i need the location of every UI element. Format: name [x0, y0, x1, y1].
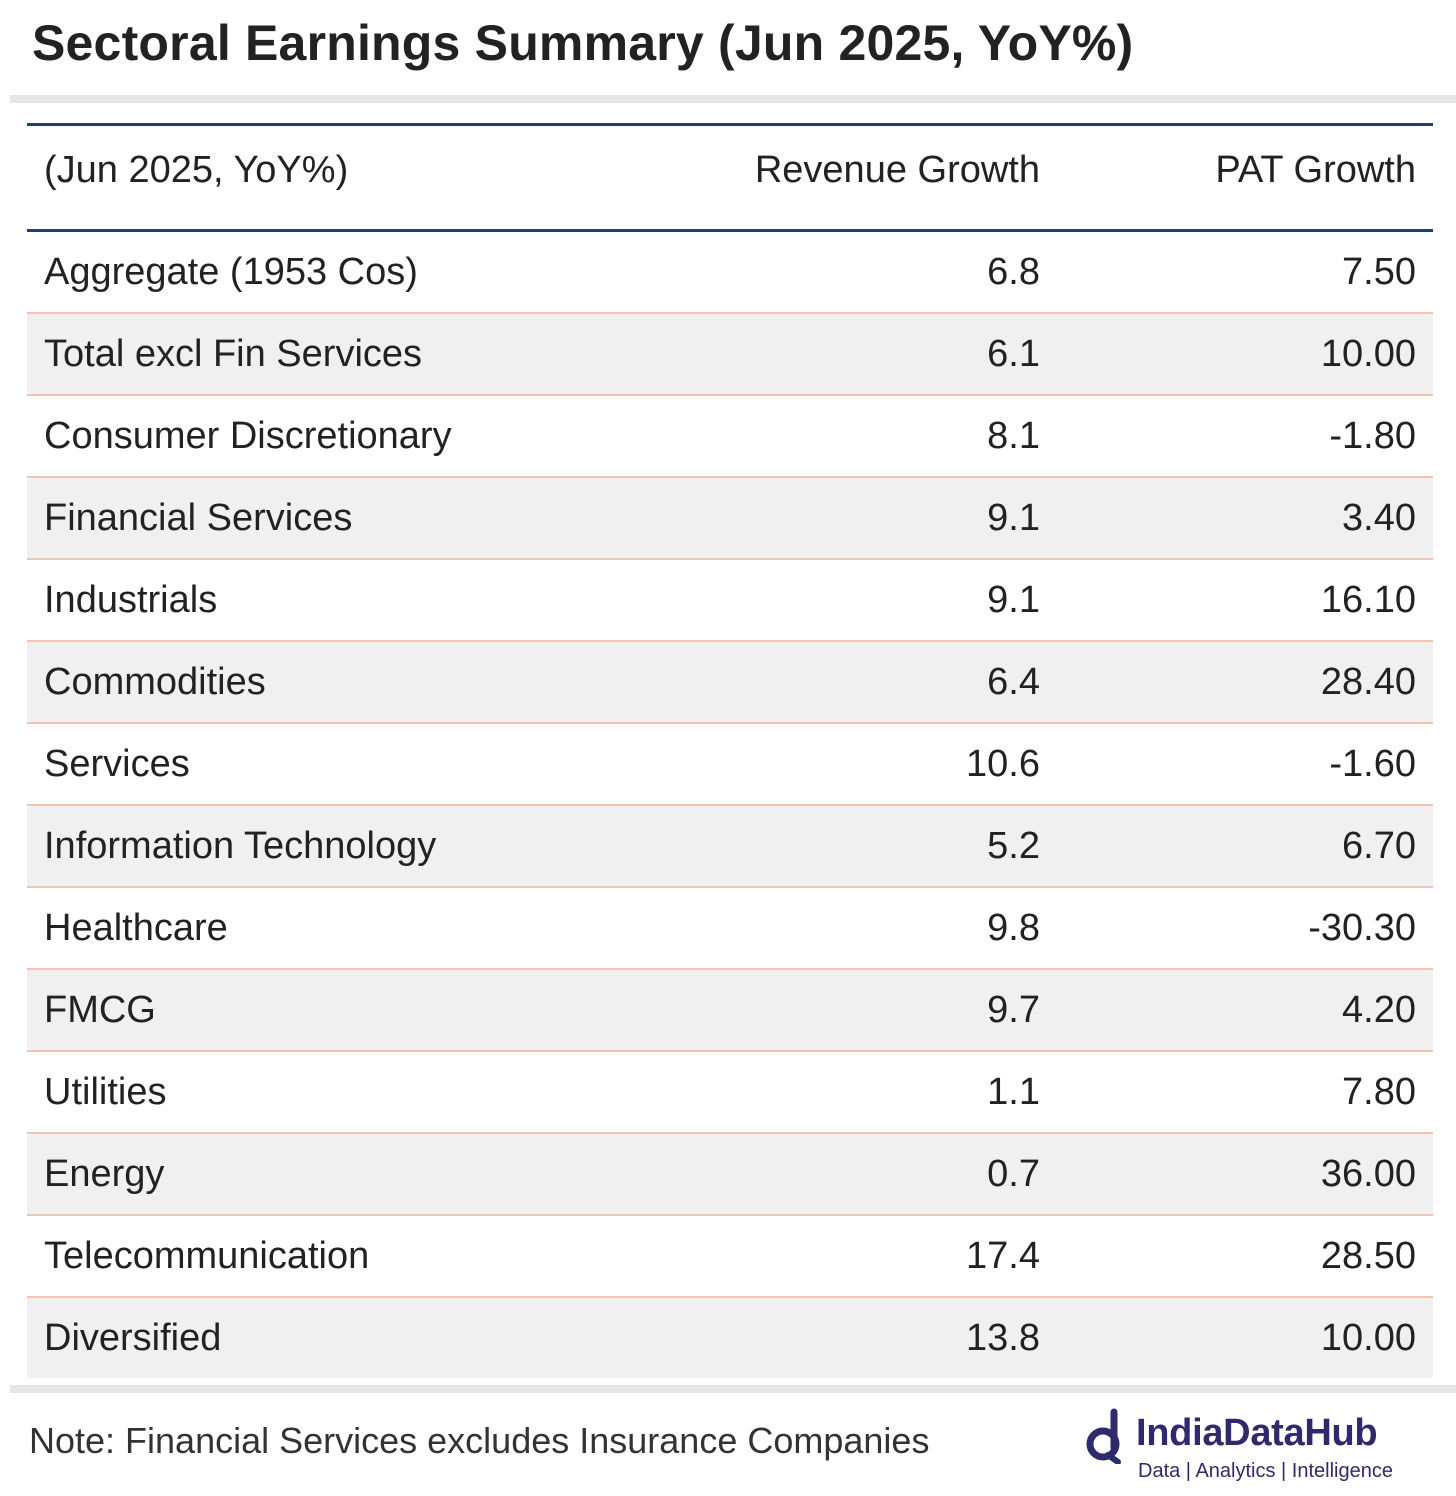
footnote: Note: Financial Services excludes Insura… [29, 1420, 930, 1461]
row-sector-name: Aggregate (1953 Cos) [44, 251, 418, 293]
row-revenue-growth: 1.1 [987, 1071, 1040, 1113]
row-sector-name: Energy [44, 1153, 165, 1195]
row-revenue-growth: 17.4 [966, 1235, 1040, 1277]
table-row: Information Technology 5.2 6.70 [27, 806, 1433, 888]
page-title: Sectoral Earnings Summary (Jun 2025, YoY… [32, 15, 1134, 71]
row-sector-name: Utilities [44, 1071, 167, 1113]
row-revenue-growth: 6.8 [987, 251, 1040, 293]
earnings-table: (Jun 2025, YoY%) Revenue Growth PAT Grow… [27, 123, 1433, 1378]
row-sector-name: Information Technology [44, 825, 437, 867]
header-period: (Jun 2025, YoY%) [44, 149, 349, 191]
table-row: FMCG 9.7 4.20 [27, 970, 1433, 1052]
row-sector-name: Total excl Fin Services [44, 333, 423, 375]
row-revenue-growth: 9.1 [987, 497, 1040, 539]
row-pat-growth: -30.30 [1308, 907, 1416, 949]
row-pat-growth: -1.60 [1329, 743, 1416, 785]
table-row: Financial Services 9.1 3.40 [27, 478, 1433, 560]
row-sector-name: Financial Services [44, 497, 353, 539]
table-row: Industrials 9.1 16.10 [27, 560, 1433, 642]
row-pat-growth: 16.10 [1320, 579, 1416, 621]
row-pat-growth: 7.80 [1342, 1071, 1416, 1113]
indiadatahub-logo-icon [1086, 1408, 1121, 1464]
brand-logo: IndiaDataHub Data | Analytics | Intellig… [1084, 1404, 1424, 1486]
table-row: Total excl Fin Services 6.1 10.00 [27, 314, 1433, 396]
table-row: Healthcare 9.8 -30.30 [27, 888, 1433, 970]
row-sector-name: Industrials [44, 579, 218, 621]
row-pat-growth: 7.50 [1342, 251, 1416, 293]
row-pat-growth: 36.00 [1320, 1153, 1416, 1195]
table-row: Utilities 1.1 7.80 [27, 1052, 1433, 1134]
table-row: Services 10.6 -1.60 [27, 724, 1433, 806]
row-pat-growth: 10.00 [1320, 333, 1416, 375]
row-pat-growth: 6.70 [1342, 825, 1416, 867]
row-revenue-growth: 9.1 [987, 579, 1040, 621]
table-row: Telecommunication 17.4 28.50 [27, 1216, 1433, 1298]
row-pat-growth: 28.50 [1320, 1235, 1416, 1277]
header-pat-growth: PAT Growth [1215, 149, 1416, 191]
table-row: Aggregate (1953 Cos) 6.8 7.50 [27, 232, 1433, 314]
row-pat-growth: -1.80 [1329, 415, 1416, 457]
table-row: Commodities 6.4 28.40 [27, 642, 1433, 724]
table-row: Consumer Discretionary 8.1 -1.80 [27, 396, 1433, 478]
row-pat-growth: 4.20 [1342, 989, 1416, 1031]
row-revenue-growth: 5.2 [987, 825, 1040, 867]
brand-tagline: Data | Analytics | Intelligence [1138, 1460, 1393, 1482]
table-body: Aggregate (1953 Cos) 6.8 7.50 Total excl Fi… [27, 232, 1433, 1378]
row-revenue-growth: 10.6 [966, 743, 1040, 785]
row-revenue-growth: 8.1 [987, 415, 1040, 457]
row-revenue-growth: 6.4 [987, 661, 1040, 703]
brand-name: IndiaDataHub [1136, 1412, 1378, 1454]
table-row: Energy 0.7 36.00 [27, 1134, 1433, 1216]
row-revenue-growth: 0.7 [987, 1153, 1040, 1195]
row-revenue-growth: 6.1 [987, 333, 1040, 375]
row-pat-growth: 3.40 [1342, 497, 1416, 539]
row-sector-name: Commodities [44, 661, 266, 703]
row-pat-growth: 10.00 [1320, 1317, 1416, 1359]
row-sector-name: FMCG [44, 989, 156, 1031]
bottom-divider [10, 1385, 1456, 1393]
row-sector-name: Consumer Discretionary [44, 415, 452, 457]
row-revenue-growth: 9.7 [987, 989, 1040, 1031]
top-divider [10, 95, 1456, 103]
table-row: Diversified 13.8 10.00 [27, 1298, 1433, 1378]
row-sector-name: Healthcare [44, 907, 228, 949]
table-header: (Jun 2025, YoY%) Revenue Growth PAT Grow… [27, 126, 1433, 232]
header-revenue-growth: Revenue Growth [754, 149, 1040, 191]
row-sector-name: Telecommunication [44, 1235, 370, 1277]
row-sector-name: Diversified [44, 1317, 222, 1359]
row-revenue-growth: 9.8 [987, 907, 1040, 949]
row-pat-growth: 28.40 [1320, 661, 1416, 703]
row-sector-name: Services [44, 743, 190, 785]
row-revenue-growth: 13.8 [966, 1317, 1040, 1359]
